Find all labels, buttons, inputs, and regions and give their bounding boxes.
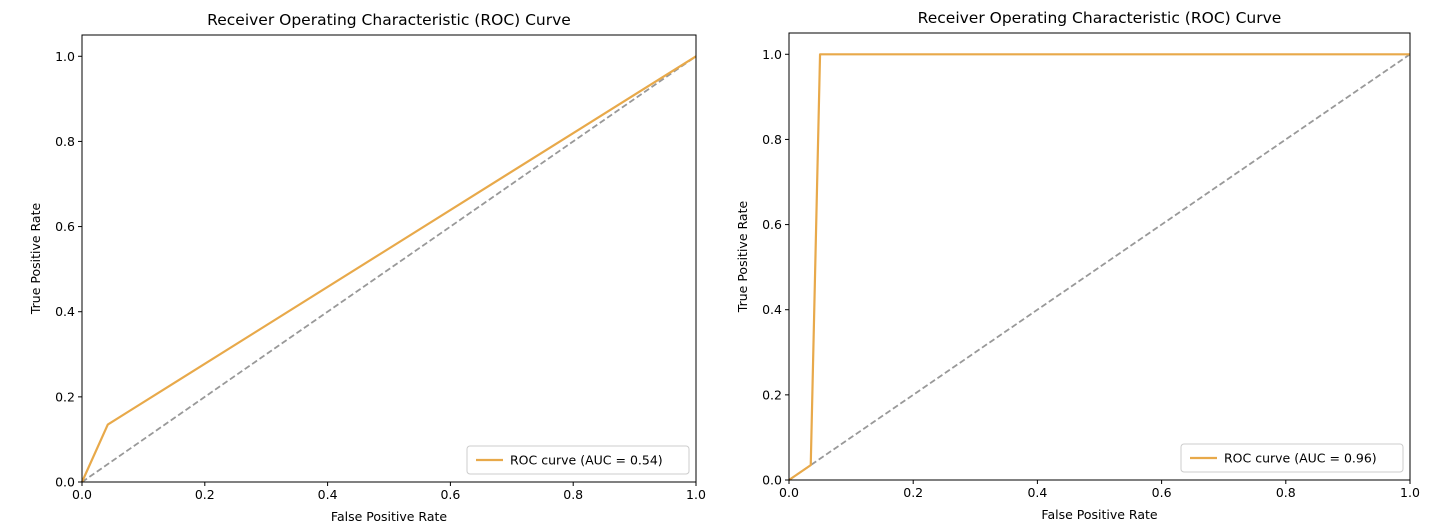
chart-2: Receiver Operating Characteristic (ROC) … [735, 9, 1420, 522]
legend-label: ROC curve (AUC = 0.54) [510, 453, 663, 468]
y-tick-label: 0.6 [55, 219, 75, 234]
x-tick-label: 0.2 [195, 487, 215, 502]
y-tick-label: 0.0 [762, 473, 782, 488]
y-tick-label: 1.0 [55, 49, 75, 64]
y-tick-label: 0.0 [55, 475, 75, 490]
y-tick-label: 0.2 [55, 389, 75, 404]
plot-frame [81, 34, 697, 483]
x-axis-label: False Positive Rate [331, 509, 447, 524]
x-tick-label: 0.6 [1152, 485, 1172, 500]
y-tick-label: 0.6 [762, 217, 782, 232]
x-tick-label: 0.8 [563, 487, 583, 502]
roc-curve-line [80, 55, 697, 483]
plot-frame [788, 32, 1411, 481]
x-tick-label: 0.0 [72, 487, 92, 502]
roc-curve-line [788, 53, 1410, 481]
chart-title: Receiver Operating Characteristic (ROC) … [207, 11, 571, 29]
x-axis-label: False Positive Rate [1041, 507, 1157, 522]
y-tick-label: 0.8 [762, 132, 782, 147]
chart-1: Receiver Operating Characteristic (ROC) … [28, 11, 706, 524]
x-tick-label: 0.4 [318, 487, 338, 502]
y-tick-label: 0.8 [55, 134, 75, 149]
x-tick-label: 0.4 [1027, 485, 1047, 500]
legend-box [466, 445, 690, 475]
x-tick-label: 0.6 [440, 487, 460, 502]
chance-diagonal-line [81, 55, 697, 483]
y-tick-label: 0.4 [762, 302, 782, 317]
legend-box [1180, 443, 1404, 473]
x-tick-label: 0.0 [779, 485, 799, 500]
chance-diagonal-line [788, 53, 1411, 481]
x-tick-label: 1.0 [686, 487, 706, 502]
y-tick-label: 0.2 [762, 387, 782, 402]
y-axis-label: True Positive Rate [28, 203, 43, 316]
legend-label: ROC curve (AUC = 0.96) [1224, 451, 1377, 466]
chart-title: Receiver Operating Characteristic (ROC) … [918, 9, 1282, 27]
legend: ROC curve (AUC = 0.54) [466, 445, 690, 475]
legend: ROC curve (AUC = 0.96) [1180, 443, 1404, 473]
x-tick-label: 1.0 [1400, 485, 1420, 500]
y-axis-label: True Positive Rate [735, 201, 750, 314]
y-tick-label: 0.4 [55, 304, 75, 319]
x-tick-label: 0.8 [1276, 485, 1296, 500]
x-tick-label: 0.2 [903, 485, 923, 500]
y-tick-label: 1.0 [762, 47, 782, 62]
